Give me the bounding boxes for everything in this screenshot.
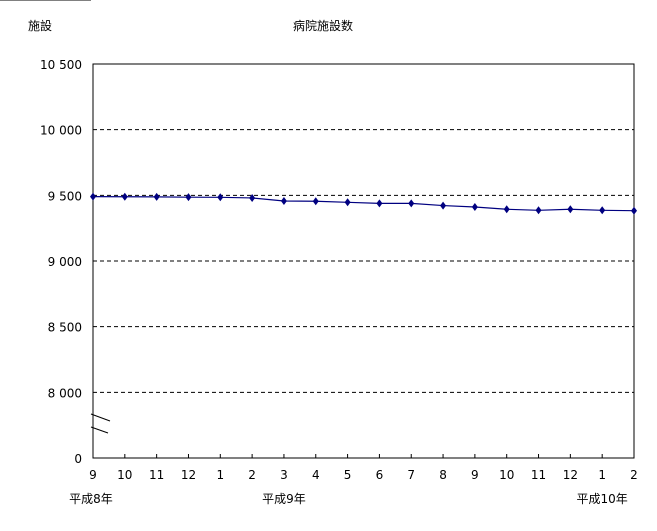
year-label: 平成10年	[577, 492, 628, 506]
year-label: 平成9年	[262, 492, 306, 506]
y-tick-label: 10 500	[40, 58, 82, 72]
y-tick-label: 8 500	[48, 321, 82, 335]
y-tick-label-bottom: 0	[74, 452, 82, 466]
x-tick-label: 9	[471, 468, 479, 482]
series-line	[92, 196, 635, 212]
data-point	[344, 198, 351, 207]
plot-area	[92, 63, 635, 459]
data-point	[121, 192, 128, 201]
x-tick-label: 5	[344, 468, 352, 482]
y-tick-label: 10 000	[40, 124, 82, 138]
x-tick-label: 11	[149, 468, 164, 482]
x-tick-label: 4	[312, 468, 320, 482]
data-point	[249, 193, 256, 202]
data-point	[280, 196, 287, 205]
chart-title: 病院施設数	[293, 18, 353, 33]
x-tick-label: 9	[89, 468, 97, 482]
year-label: 平成8年	[69, 492, 113, 506]
data-point	[440, 201, 447, 210]
x-tick-label: 3	[280, 468, 288, 482]
axis-break-icon	[0, 0, 111, 434]
data-point	[567, 205, 574, 214]
data-point	[185, 193, 192, 202]
x-tick-label: 7	[407, 468, 415, 482]
y-tick-label: 9 500	[48, 189, 82, 203]
x-tick-label: 2	[630, 468, 638, 482]
x-tick-label: 1	[598, 468, 606, 482]
x-tick-label: 2	[248, 468, 256, 482]
data-point	[535, 206, 542, 215]
y-tick-label: 9 000	[48, 255, 82, 269]
data-point	[503, 205, 510, 214]
x-tick-label: 12	[181, 468, 196, 482]
x-tick-label: 12	[563, 468, 578, 482]
data-point	[376, 199, 383, 208]
x-tick-label: 1	[216, 468, 224, 482]
data-point	[90, 192, 96, 201]
data-point	[153, 192, 160, 201]
data-point	[312, 197, 319, 206]
y-axis-label: 施設	[28, 18, 52, 33]
y-tick-label: 8 000	[48, 386, 82, 400]
data-point	[471, 203, 478, 212]
x-tick-label: 10	[499, 468, 514, 482]
data-point	[599, 206, 606, 215]
data-point	[408, 199, 415, 208]
x-tick-label: 6	[376, 468, 384, 482]
data-point	[631, 206, 637, 215]
data-point	[217, 193, 224, 202]
x-tick-label: 8	[439, 468, 447, 482]
x-tick-label: 10	[117, 468, 132, 482]
x-tick-label: 11	[531, 468, 546, 482]
